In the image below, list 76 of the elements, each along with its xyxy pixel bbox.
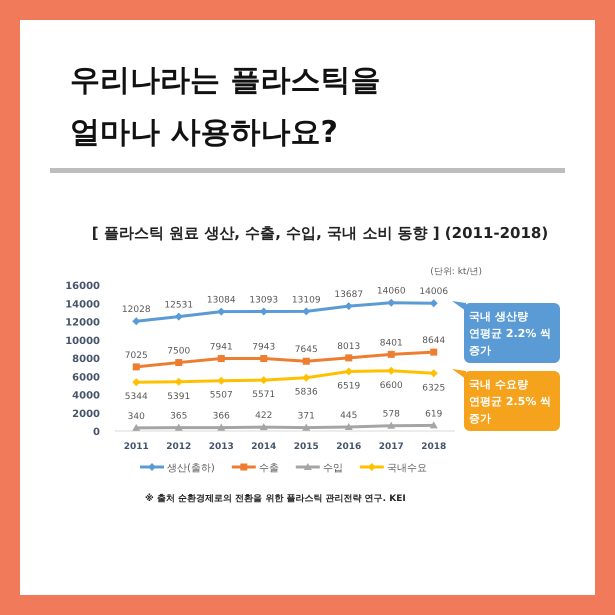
- point: [430, 421, 438, 428]
- text: 국내 수요량 연평균 2.5% 씩 증가: [469, 378, 552, 425]
- chart-title: 우리나라는 플라스틱을 얼마나 사용하나요?: [70, 63, 380, 150]
- data-label: 6519: [337, 382, 360, 392]
- y-tick-label: 0: [93, 427, 100, 438]
- data-label: 14060: [376, 286, 406, 297]
- x-tick-label: 2011: [124, 442, 149, 452]
- data-label: 6600: [380, 380, 403, 391]
- data-label: 7025: [124, 350, 148, 361]
- data-label: 365: [170, 412, 188, 422]
- data-label: 13084: [206, 296, 236, 306]
- point: [344, 422, 353, 430]
- data-label: 7941: [210, 342, 233, 353]
- data-label: 8013: [337, 342, 360, 352]
- data-label: 366: [212, 412, 230, 422]
- data-label: 422: [255, 411, 272, 422]
- data-label: 578: [382, 410, 400, 420]
- data-label: 340: [128, 412, 146, 422]
- y-tick-label: 16000: [65, 281, 100, 292]
- point: [132, 424, 140, 431]
- point: [260, 423, 268, 430]
- point: [387, 422, 396, 429]
- data-label: 445: [340, 410, 358, 421]
- data-label: 7645: [294, 345, 318, 356]
- point: [132, 363, 140, 370]
- data-label: 8644: [422, 336, 446, 346]
- y-tick-label: 10000: [65, 336, 100, 347]
- point: [302, 358, 310, 365]
- x-tick-label: 2013: [208, 442, 234, 452]
- y-tick-label: 8000: [72, 354, 100, 365]
- legend-label: 생산(출하): [167, 463, 215, 474]
- point: [302, 424, 310, 431]
- data-label: 5344: [124, 392, 148, 402]
- text: 국내 생산량 연평균 2.2% 씩 증가: [469, 310, 552, 357]
- point: [430, 348, 438, 356]
- data-label: 12028: [122, 305, 151, 316]
- data-label: 7500: [167, 346, 190, 357]
- point: [218, 355, 225, 362]
- text: ※ 출처 순환경제로의 전환을 위한 플라스틱 관리전략 연구. KEI: [145, 493, 406, 504]
- data-label: 13109: [292, 295, 321, 306]
- data-label: 5507: [210, 390, 233, 401]
- x-tick-label: 2015: [294, 442, 319, 452]
- y-tick-label: 12000: [65, 318, 100, 328]
- data-label: 6325: [422, 383, 446, 394]
- point: [175, 359, 182, 366]
- text: (단위: kt/년): [430, 267, 482, 277]
- data-label: 7943: [252, 342, 276, 353]
- y-tick-label: 6000: [72, 372, 100, 384]
- data-label: 5836: [294, 388, 318, 398]
- chart-subtitle: [ 플라스틱 원료 생산, 수출, 수입, 국내 소비 동향 ] (2011-2018): [92, 224, 548, 242]
- data-label: 14006: [419, 287, 448, 298]
- legend-label: 수출: [258, 463, 279, 474]
- x-tick-label: 2017: [378, 442, 404, 452]
- data-label: 619: [425, 409, 443, 420]
- data-label: 5391: [167, 392, 190, 402]
- data-label: 12531: [164, 300, 194, 311]
- point: [345, 354, 352, 362]
- point: [132, 317, 140, 326]
- x-tick-label: 2014: [251, 442, 276, 452]
- data-label: 13093: [249, 296, 278, 306]
- y-tick-label: 14000: [65, 299, 100, 310]
- legend-label: 수입: [322, 463, 343, 474]
- point: [388, 350, 395, 358]
- legend-label: 국내수요: [386, 463, 427, 474]
- data-label: 5571: [252, 390, 276, 400]
- y-tick-label: 4000: [72, 390, 100, 402]
- x-tick-label: 2018: [421, 442, 446, 452]
- point: [260, 355, 268, 362]
- y-tick-label: 2000: [72, 408, 100, 420]
- data-label: 8401: [380, 338, 403, 348]
- x-tick-label: 2012: [166, 442, 192, 452]
- data-label: 371: [298, 412, 315, 422]
- x-tick-label: 2016: [336, 442, 362, 452]
- point: [174, 424, 183, 431]
- point: [217, 424, 226, 431]
- data-label: 13687: [334, 290, 364, 300]
